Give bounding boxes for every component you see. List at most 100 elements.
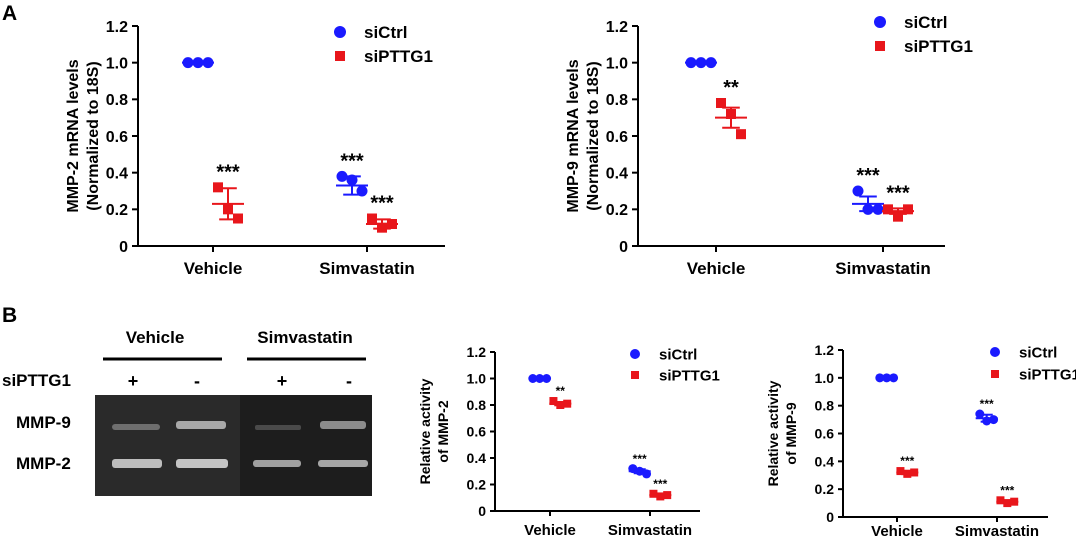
y-tick-label: 0.6 <box>606 129 628 146</box>
gel-sign-lane-3: + <box>277 371 288 391</box>
data-point-siCtrl <box>542 374 552 383</box>
gel-band-mmp9-lane2 <box>176 421 226 429</box>
significance-label: *** <box>856 165 880 187</box>
y-tick-label: 0 <box>619 239 628 256</box>
y-tick-label: 0.2 <box>467 477 487 493</box>
y-tick-label: 0.4 <box>606 165 628 182</box>
data-point-siCtrl <box>635 466 645 476</box>
legend-marker-siPTTG1 <box>991 370 999 378</box>
y-tick-label: 1.0 <box>106 55 128 72</box>
y-tick-label: 0.6 <box>467 424 487 440</box>
data-point-siPTTG1 <box>726 109 736 119</box>
x-tick-label: Simvastatin <box>319 259 414 278</box>
gel-group-label-vehicle: Vehicle <box>126 328 185 347</box>
legend-label: siPTTG1 <box>364 47 433 66</box>
gel-band-label-mmp9: MMP-9 <box>16 413 71 432</box>
data-point-siCtrl <box>685 57 697 69</box>
y-tick-label: 0 <box>119 239 128 256</box>
data-point-siCtrl <box>356 185 368 197</box>
significance-label: *** <box>370 193 394 215</box>
y-tick-label: 1.2 <box>467 344 487 360</box>
data-point-siCtrl <box>882 373 892 383</box>
legend-label: siPTTG1 <box>1019 366 1076 383</box>
data-point-siCtrl <box>875 373 885 383</box>
x-tick-label: Simvastatin <box>955 523 1039 540</box>
data-point-siPTTG1 <box>663 491 672 500</box>
y-tick-label: 0.2 <box>606 202 628 219</box>
legend-label: siCtrl <box>659 346 697 363</box>
gel-band-mmp2-lane3 <box>253 460 301 467</box>
gel-band-mmp2-lane1 <box>112 459 162 468</box>
x-tick-label: Simvastatin <box>608 522 692 539</box>
data-point-siPTTG1 <box>563 399 572 408</box>
y-tick-label: 1.2 <box>106 19 128 36</box>
gel-sign-lane-4: - <box>346 371 352 391</box>
data-point-siPTTG1 <box>893 211 903 222</box>
chart-mmp2-mrna: 0 0.2 0.4 0.6 0.8 1.0 1.2 Vehicle Simvastatin MMP… <box>65 19 445 278</box>
data-point-siCtrl <box>346 174 358 186</box>
data-point-siPTTG1 <box>1010 497 1019 506</box>
data-point-siPTTG1 <box>367 213 377 224</box>
legend-label: siPTTG1 <box>904 37 973 56</box>
panel-label-b: B <box>2 304 17 327</box>
legend-label: siCtrl <box>1019 344 1057 361</box>
significance-label: *** <box>653 477 667 491</box>
data-point-siCtrl <box>535 374 545 383</box>
legend-marker-siCtrl <box>990 347 1000 357</box>
y-tick-label: 0.2 <box>815 481 835 497</box>
y-axis-label: of MMP-9 <box>783 402 799 464</box>
y-tick-label: 1.0 <box>467 371 487 387</box>
y-tick-label: 0 <box>478 503 486 519</box>
y-axis-label: Relative activity <box>765 380 781 486</box>
y-tick-label: 0.6 <box>815 426 835 442</box>
gel-band-mmp9-lane4 <box>320 421 366 429</box>
significance-label: *** <box>900 454 914 468</box>
data-point-siCtrl <box>862 203 874 215</box>
legend-label: siCtrl <box>364 23 407 42</box>
gel-band-mmp2-lane4 <box>318 460 368 467</box>
data-point-siPTTG1 <box>549 397 558 406</box>
x-tick-label: Simvastatin <box>835 259 930 278</box>
data-point-siCtrl <box>642 469 652 479</box>
significance-label: *** <box>886 182 910 204</box>
significance-label: *** <box>216 161 240 183</box>
legend-marker-siPTTG1 <box>631 371 639 379</box>
chart-mmp9-activity: 0 0.2 0.4 0.6 0.8 1.0 1.2 Vehicle Simvastatin Rel… <box>765 342 1076 540</box>
data-point-siPTTG1 <box>716 98 726 108</box>
y-tick-label: 0.8 <box>606 92 628 109</box>
y-tick-label: 0.6 <box>106 129 128 146</box>
data-point-siPTTG1 <box>656 492 665 501</box>
panel-label-a: A <box>2 2 17 25</box>
significance-label: *** <box>340 150 364 172</box>
gel-sign-lane-2: - <box>194 371 200 391</box>
data-point-siPTTG1 <box>223 204 233 215</box>
chart-mmp9-mrna: 0 0.2 0.4 0.6 0.8 1.0 1.2 Vehicle Simvastatin MMP… <box>565 13 973 278</box>
y-axis-label: of MMP-2 <box>435 400 451 462</box>
legend-label: siCtrl <box>904 13 947 32</box>
data-point-siPTTG1 <box>896 467 905 476</box>
data-point-siCtrl <box>975 409 985 419</box>
gel-image-right-shade <box>240 395 372 496</box>
data-point-siPTTG1 <box>233 213 243 224</box>
y-tick-label: 0.4 <box>467 450 487 466</box>
data-point-siCtrl <box>192 57 204 69</box>
data-point-siPTTG1 <box>996 496 1005 505</box>
gel-panel: Vehicle Simvastatin siPTTG1 + - + - MMP-… <box>2 328 372 496</box>
gel-group-label-simvastatin: Simvastatin <box>257 328 352 347</box>
x-tick-label: Vehicle <box>524 522 576 539</box>
y-tick-label: 0.8 <box>467 397 487 413</box>
y-tick-label: 0.8 <box>815 398 835 414</box>
data-point-siPTTG1 <box>387 219 397 229</box>
y-axis-label: (Normalized to 18S) <box>85 61 102 210</box>
gel-band-mmp9-lane3 <box>255 425 301 430</box>
data-point-siCtrl <box>528 374 538 383</box>
data-point-siCtrl <box>705 57 717 69</box>
y-tick-label: 1.2 <box>815 342 835 358</box>
x-tick-label: Vehicle <box>687 259 746 278</box>
legend-marker-siPTTG1 <box>335 51 345 61</box>
y-axis-label: MMP-2 mRNA levels <box>65 59 82 212</box>
data-point-siCtrl <box>852 185 864 197</box>
y-tick-label: 1.0 <box>606 55 628 72</box>
data-point-siPTTG1 <box>883 204 893 215</box>
